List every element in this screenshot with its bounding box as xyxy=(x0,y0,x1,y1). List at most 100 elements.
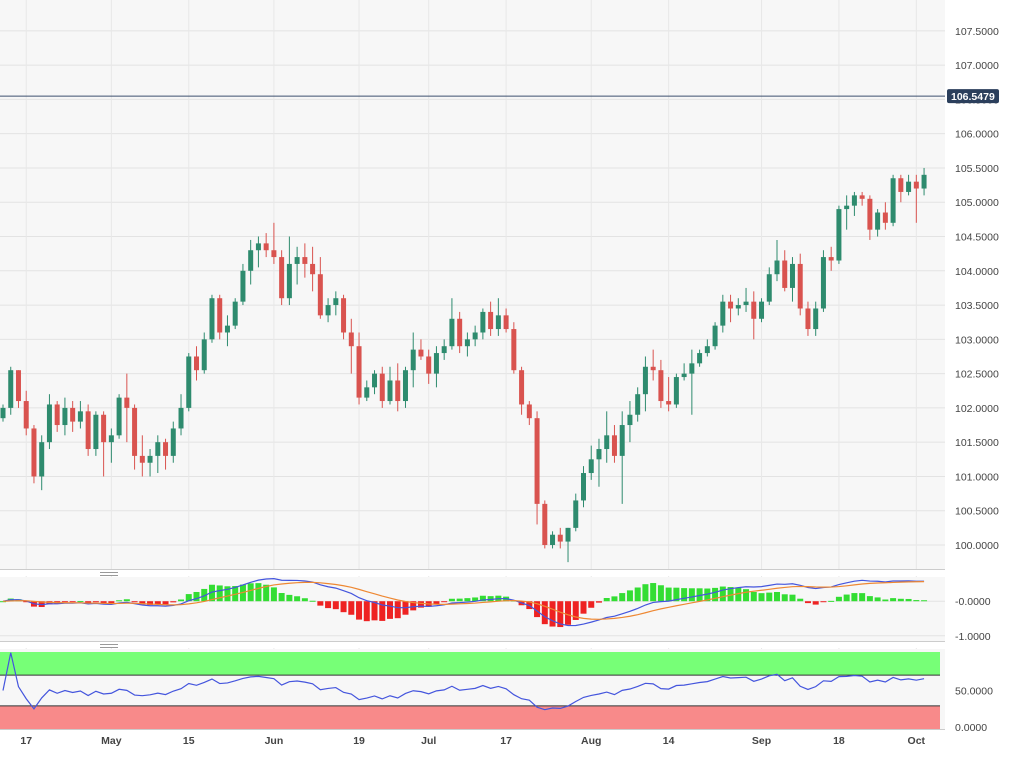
macd-hist-bar xyxy=(828,600,835,602)
macd-hist-bar xyxy=(487,596,494,602)
candlestick-series xyxy=(0,167,927,563)
price-tick-label: 107.0000 xyxy=(955,60,999,72)
macd-hist-bar xyxy=(626,590,633,602)
candle xyxy=(789,257,795,302)
macd-histogram xyxy=(0,583,928,628)
macd-hist-bar xyxy=(348,601,355,615)
macd-hist-bar xyxy=(379,601,386,621)
candle xyxy=(712,322,718,350)
macd-hist-bar xyxy=(356,601,363,620)
macd-hist-bar xyxy=(193,591,200,602)
macd-signal-line xyxy=(2,581,925,620)
candle xyxy=(39,435,45,491)
candle xyxy=(341,294,347,340)
candle xyxy=(472,325,478,347)
candle xyxy=(54,401,60,432)
macd-hist-bar xyxy=(208,584,215,602)
candle xyxy=(642,356,648,412)
candle xyxy=(46,394,52,450)
candle xyxy=(132,404,138,470)
candle xyxy=(557,527,563,549)
panel-resize-handle[interactable] xyxy=(0,570,945,576)
price-tick-label: 103.0000 xyxy=(955,334,999,346)
candle xyxy=(611,425,617,463)
time-tick-label: 19 xyxy=(353,735,365,747)
candle xyxy=(224,315,230,347)
macd-hist-bar xyxy=(688,588,695,602)
macd-hist-bar xyxy=(317,601,324,606)
candle xyxy=(232,298,238,330)
candle xyxy=(782,250,788,292)
candle xyxy=(294,246,300,285)
macd-hist-bar xyxy=(804,601,811,604)
macd-line xyxy=(2,578,925,627)
candle xyxy=(689,349,695,415)
candle xyxy=(418,339,424,360)
macd-hist-bar xyxy=(696,588,703,602)
macd-hist-bar xyxy=(433,601,440,605)
candle xyxy=(704,339,710,357)
candle xyxy=(743,287,749,312)
candle xyxy=(890,174,896,227)
candle xyxy=(348,318,354,374)
candle xyxy=(85,404,91,456)
macd-hist-bar xyxy=(541,601,548,625)
macd-hist-bar xyxy=(216,585,223,602)
last-price-badge-bg xyxy=(947,89,999,104)
panel-resize-handle-2[interactable] xyxy=(0,642,945,648)
macd-hist-bar xyxy=(766,592,773,602)
price-tick-label: 107.5000 xyxy=(955,26,999,38)
candle xyxy=(673,373,679,408)
time-tick-label: 17 xyxy=(500,735,512,747)
candle xyxy=(379,366,385,408)
time-tick-label: Oct xyxy=(908,735,926,747)
macd-hist-bar xyxy=(874,597,881,602)
macd-panel[interactable]: -0.0000 -1.0000 xyxy=(0,577,991,643)
candle xyxy=(913,174,919,223)
candle xyxy=(108,428,114,463)
macd-hist-bar xyxy=(595,601,602,603)
macd-hist-bar xyxy=(131,601,138,603)
macd-hist-bar xyxy=(139,601,146,605)
time-axis-labels: 17 May 15 Jun 19 Jul 17 Aug 14 Sep 18 Oct xyxy=(20,735,925,747)
macd-hist-bar xyxy=(851,593,858,602)
candle xyxy=(550,531,556,549)
macd-hist-bar xyxy=(549,601,556,627)
time-tick-label: Aug xyxy=(581,735,601,747)
macd-hist-bar xyxy=(634,587,641,602)
macd-hist-bar xyxy=(263,584,270,602)
time-tick-label: Jun xyxy=(265,735,284,747)
candle xyxy=(155,435,161,474)
macd-hist-bar xyxy=(363,601,370,622)
candle xyxy=(457,311,463,354)
time-tick-label: Sep xyxy=(752,735,771,747)
macd-hist-bar xyxy=(332,601,339,610)
candle xyxy=(735,298,741,316)
candle xyxy=(317,257,323,319)
macd-hist-bar xyxy=(557,601,564,628)
macd-hist-bar xyxy=(913,600,920,602)
price-tick-label: 100.5000 xyxy=(955,506,999,518)
rsi-panel[interactable]: 50.0000 0.0000 xyxy=(0,649,993,734)
macd-hist-bar xyxy=(797,598,804,602)
candle xyxy=(766,267,772,306)
candle xyxy=(93,411,99,456)
candle xyxy=(573,493,579,532)
candle xyxy=(658,359,664,408)
macd-hist-bar xyxy=(162,601,169,605)
macd-hist-bar xyxy=(247,583,254,602)
candle xyxy=(805,301,811,336)
candle xyxy=(488,301,494,336)
candle xyxy=(596,438,602,487)
candle xyxy=(209,294,215,343)
candle xyxy=(23,390,29,436)
macd-hist-bar xyxy=(77,601,84,603)
macd-hist-bar xyxy=(673,587,680,602)
macd-tick-label: -1.0000 xyxy=(955,631,991,643)
candle xyxy=(426,349,432,384)
candle xyxy=(503,308,509,333)
candle xyxy=(619,411,625,504)
macd-hist-bar xyxy=(464,598,471,602)
candle xyxy=(534,411,540,525)
